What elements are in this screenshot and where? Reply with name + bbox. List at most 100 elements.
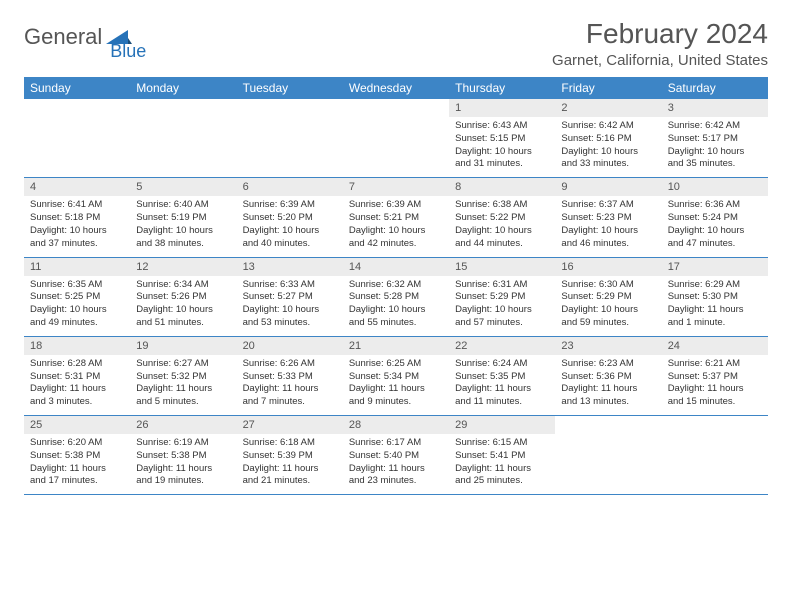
day-number-cell: 22 [449, 336, 555, 355]
day-number-cell: 19 [130, 336, 236, 355]
logo-text-2: Blue [110, 41, 146, 62]
day-detail-cell: Sunrise: 6:43 AMSunset: 5:15 PMDaylight:… [449, 117, 555, 178]
day-number-row: 123 [24, 99, 768, 117]
sunset-line: Sunset: 5:31 PM [30, 371, 124, 384]
day-detail-cell: Sunrise: 6:38 AMSunset: 5:22 PMDaylight:… [449, 196, 555, 257]
daylight-line: Daylight: 11 hours and 21 minutes. [243, 463, 337, 489]
day-number-cell: 18 [24, 336, 130, 355]
sunset-line: Sunset: 5:35 PM [455, 371, 549, 384]
day-detail-cell: Sunrise: 6:15 AMSunset: 5:41 PMDaylight:… [449, 434, 555, 495]
daylight-line: Daylight: 11 hours and 1 minute. [668, 304, 762, 330]
day-number-cell [662, 416, 768, 435]
sunset-line: Sunset: 5:28 PM [349, 291, 443, 304]
day-detail-cell: Sunrise: 6:39 AMSunset: 5:21 PMDaylight:… [343, 196, 449, 257]
day-number-cell: 5 [130, 178, 236, 197]
weekday-header: Wednesday [343, 77, 449, 99]
day-number-cell: 6 [237, 178, 343, 197]
day-detail-cell: Sunrise: 6:41 AMSunset: 5:18 PMDaylight:… [24, 196, 130, 257]
day-number-cell [237, 99, 343, 117]
sunset-line: Sunset: 5:38 PM [136, 450, 230, 463]
day-detail-cell [662, 434, 768, 495]
day-number-cell: 21 [343, 336, 449, 355]
day-detail-cell: Sunrise: 6:20 AMSunset: 5:38 PMDaylight:… [24, 434, 130, 495]
sunset-line: Sunset: 5:16 PM [561, 133, 655, 146]
day-detail-row: Sunrise: 6:20 AMSunset: 5:38 PMDaylight:… [24, 434, 768, 495]
sunset-line: Sunset: 5:33 PM [243, 371, 337, 384]
day-detail-cell: Sunrise: 6:37 AMSunset: 5:23 PMDaylight:… [555, 196, 661, 257]
sunrise-line: Sunrise: 6:42 AM [561, 120, 655, 133]
sunrise-line: Sunrise: 6:25 AM [349, 358, 443, 371]
daylight-line: Daylight: 10 hours and 31 minutes. [455, 146, 549, 172]
sunrise-line: Sunrise: 6:39 AM [243, 199, 337, 212]
day-detail-cell: Sunrise: 6:29 AMSunset: 5:30 PMDaylight:… [662, 276, 768, 337]
sunrise-line: Sunrise: 6:41 AM [30, 199, 124, 212]
sunrise-line: Sunrise: 6:18 AM [243, 437, 337, 450]
daylight-line: Daylight: 11 hours and 25 minutes. [455, 463, 549, 489]
daylight-line: Daylight: 10 hours and 57 minutes. [455, 304, 549, 330]
daylight-line: Daylight: 11 hours and 3 minutes. [30, 383, 124, 409]
day-number-cell: 4 [24, 178, 130, 197]
day-number-row: 45678910 [24, 178, 768, 197]
day-detail-cell [24, 117, 130, 178]
day-number-cell: 3 [662, 99, 768, 117]
daylight-line: Daylight: 10 hours and 35 minutes. [668, 146, 762, 172]
day-detail-cell: Sunrise: 6:39 AMSunset: 5:20 PMDaylight:… [237, 196, 343, 257]
sunset-line: Sunset: 5:29 PM [455, 291, 549, 304]
daylight-line: Daylight: 11 hours and 13 minutes. [561, 383, 655, 409]
sunrise-line: Sunrise: 6:43 AM [455, 120, 549, 133]
day-number-cell: 7 [343, 178, 449, 197]
weekday-header: Thursday [449, 77, 555, 99]
sunset-line: Sunset: 5:25 PM [30, 291, 124, 304]
sunrise-line: Sunrise: 6:26 AM [243, 358, 337, 371]
day-number-row: 18192021222324 [24, 336, 768, 355]
calendar-table: SundayMondayTuesdayWednesdayThursdayFrid… [24, 77, 768, 495]
sunrise-line: Sunrise: 6:30 AM [561, 279, 655, 292]
sunrise-line: Sunrise: 6:36 AM [668, 199, 762, 212]
day-number-cell: 26 [130, 416, 236, 435]
day-detail-cell [555, 434, 661, 495]
sunrise-line: Sunrise: 6:37 AM [561, 199, 655, 212]
day-detail-cell: Sunrise: 6:32 AMSunset: 5:28 PMDaylight:… [343, 276, 449, 337]
sunset-line: Sunset: 5:40 PM [349, 450, 443, 463]
day-number-cell: 14 [343, 257, 449, 276]
sunrise-line: Sunrise: 6:33 AM [243, 279, 337, 292]
day-number-cell: 28 [343, 416, 449, 435]
sunset-line: Sunset: 5:27 PM [243, 291, 337, 304]
day-detail-row: Sunrise: 6:43 AMSunset: 5:15 PMDaylight:… [24, 117, 768, 178]
day-detail-cell: Sunrise: 6:24 AMSunset: 5:35 PMDaylight:… [449, 355, 555, 416]
day-number-cell: 16 [555, 257, 661, 276]
sunset-line: Sunset: 5:41 PM [455, 450, 549, 463]
day-detail-cell: Sunrise: 6:23 AMSunset: 5:36 PMDaylight:… [555, 355, 661, 416]
sunset-line: Sunset: 5:15 PM [455, 133, 549, 146]
day-detail-cell: Sunrise: 6:36 AMSunset: 5:24 PMDaylight:… [662, 196, 768, 257]
daylight-line: Daylight: 10 hours and 44 minutes. [455, 225, 549, 251]
day-detail-cell: Sunrise: 6:33 AMSunset: 5:27 PMDaylight:… [237, 276, 343, 337]
month-title: February 2024 [552, 18, 768, 50]
daylight-line: Daylight: 11 hours and 11 minutes. [455, 383, 549, 409]
day-detail-cell: Sunrise: 6:42 AMSunset: 5:16 PMDaylight:… [555, 117, 661, 178]
daylight-line: Daylight: 11 hours and 17 minutes. [30, 463, 124, 489]
day-number-cell: 29 [449, 416, 555, 435]
daylight-line: Daylight: 11 hours and 19 minutes. [136, 463, 230, 489]
sunrise-line: Sunrise: 6:40 AM [136, 199, 230, 212]
day-detail-cell: Sunrise: 6:19 AMSunset: 5:38 PMDaylight:… [130, 434, 236, 495]
daylight-line: Daylight: 11 hours and 15 minutes. [668, 383, 762, 409]
day-number-cell: 9 [555, 178, 661, 197]
day-number-cell: 17 [662, 257, 768, 276]
sunset-line: Sunset: 5:32 PM [136, 371, 230, 384]
sunrise-line: Sunrise: 6:17 AM [349, 437, 443, 450]
sunrise-line: Sunrise: 6:20 AM [30, 437, 124, 450]
day-number-cell: 11 [24, 257, 130, 276]
sunset-line: Sunset: 5:34 PM [349, 371, 443, 384]
day-detail-cell: Sunrise: 6:25 AMSunset: 5:34 PMDaylight:… [343, 355, 449, 416]
sunrise-line: Sunrise: 6:23 AM [561, 358, 655, 371]
day-number-cell: 2 [555, 99, 661, 117]
sunrise-line: Sunrise: 6:35 AM [30, 279, 124, 292]
sunrise-line: Sunrise: 6:32 AM [349, 279, 443, 292]
day-detail-row: Sunrise: 6:28 AMSunset: 5:31 PMDaylight:… [24, 355, 768, 416]
day-number-cell [555, 416, 661, 435]
day-detail-cell [237, 117, 343, 178]
weekday-header: Friday [555, 77, 661, 99]
daylight-line: Daylight: 10 hours and 37 minutes. [30, 225, 124, 251]
day-detail-cell: Sunrise: 6:34 AMSunset: 5:26 PMDaylight:… [130, 276, 236, 337]
